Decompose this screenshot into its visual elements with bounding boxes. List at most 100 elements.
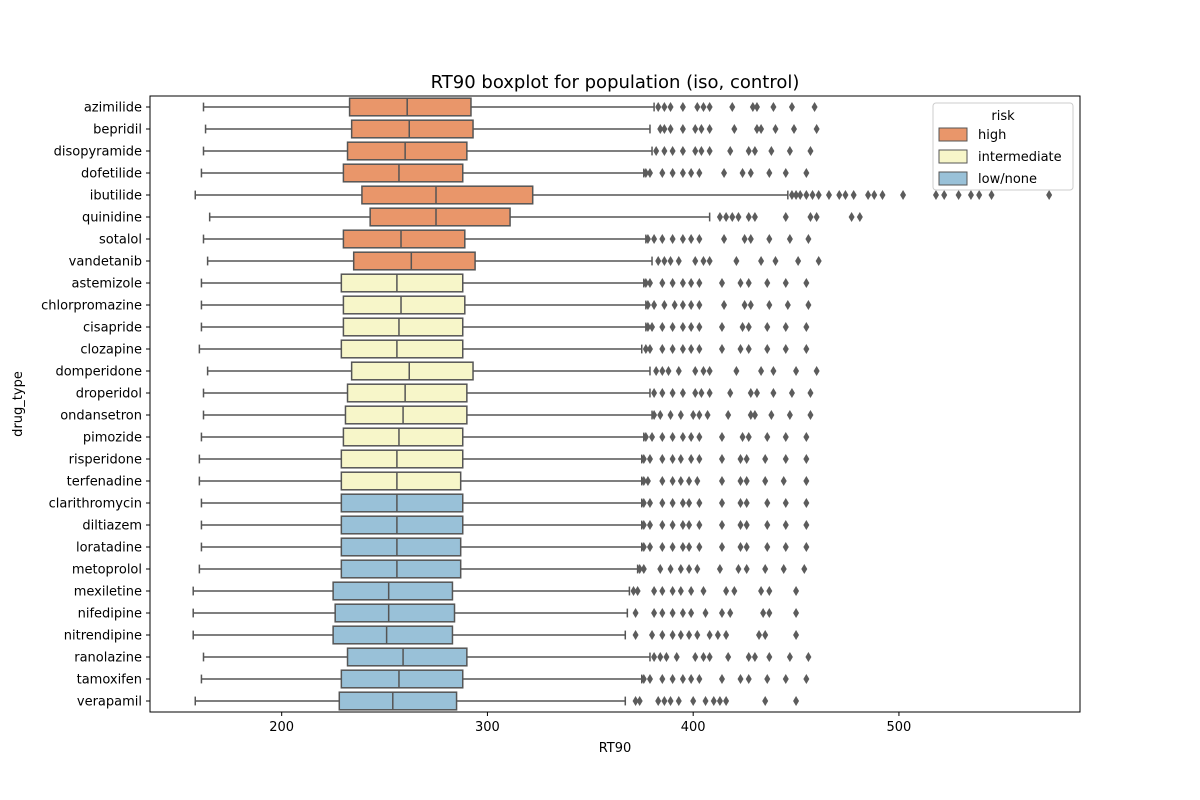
outlier-marker — [762, 696, 769, 706]
outlier-marker — [659, 586, 666, 596]
outlier-marker — [696, 520, 703, 530]
y-tick-label: metoprolol — [72, 563, 142, 578]
outlier-marker — [642, 278, 649, 288]
outlier-marker — [679, 234, 686, 244]
outlier-marker — [747, 300, 754, 310]
outlier-marker — [706, 366, 713, 376]
outlier-marker — [679, 432, 686, 442]
outlier-marker — [659, 388, 666, 398]
outlier-marker — [714, 630, 721, 640]
outlier-marker — [737, 674, 744, 684]
outlier-marker — [811, 102, 818, 112]
box-ondansetron — [344, 405, 468, 425]
legend-label-high: high — [978, 128, 1006, 143]
outlier-marker — [801, 564, 808, 574]
outlier-marker — [743, 498, 750, 508]
outlier-marker — [988, 190, 995, 200]
outlier-marker — [723, 586, 730, 596]
box-astemizole — [340, 273, 464, 293]
outlier-marker — [745, 212, 752, 222]
outlier-marker — [646, 344, 653, 354]
outlier-marker — [764, 344, 771, 354]
outlier-marker — [646, 498, 653, 508]
x-tick-label: 300 — [475, 720, 500, 735]
y-tick-label: disopyramide — [54, 145, 142, 160]
outlier-marker — [659, 322, 666, 332]
outlier-marker — [737, 520, 744, 530]
outlier-marker — [642, 432, 649, 442]
outlier-marker — [655, 102, 662, 112]
outlier-marker — [782, 520, 789, 530]
outlier-marker — [651, 388, 658, 398]
outlier-marker — [700, 652, 707, 662]
outlier-marker — [700, 102, 707, 112]
outlier-marker — [659, 234, 666, 244]
outlier-marker — [669, 454, 676, 464]
outlier-marker — [649, 432, 656, 442]
outlier-marker — [657, 410, 664, 420]
outlier-marker — [669, 674, 676, 684]
box-loratadine — [340, 537, 462, 557]
outlier-marker — [803, 674, 810, 684]
outlier-marker — [669, 520, 676, 530]
outlier-marker — [782, 542, 789, 552]
outlier-marker — [667, 256, 674, 266]
outlier-marker — [688, 278, 695, 288]
outlier-marker — [661, 300, 668, 310]
outlier-marker — [642, 344, 649, 354]
axes-frame — [149, 95, 1081, 713]
outlier-marker — [679, 388, 686, 398]
outlier-marker — [646, 278, 653, 288]
outlier-marker — [679, 542, 686, 552]
outlier-marker — [941, 190, 948, 200]
outlier-marker — [780, 564, 787, 574]
outlier-marker — [770, 388, 777, 398]
outlier-marker — [649, 322, 656, 332]
outlier-marker — [632, 608, 639, 618]
outlier-marker — [669, 608, 676, 618]
outlier-marker — [698, 388, 705, 398]
outlier-marker — [669, 630, 676, 640]
outlier-marker — [768, 410, 775, 420]
outlier-marker — [1046, 190, 1053, 200]
outlier-marker — [688, 454, 695, 464]
outlier-marker — [718, 278, 725, 288]
outlier-marker — [762, 476, 769, 486]
outlier-marker — [743, 542, 750, 552]
outlier-marker — [739, 432, 746, 442]
outlier-marker — [675, 256, 682, 266]
outlier-marker — [743, 564, 750, 574]
outlier-marker — [640, 542, 647, 552]
legend-swatch-intermediate — [938, 149, 968, 164]
outlier-marker — [688, 234, 695, 244]
outlier-marker — [696, 498, 703, 508]
outlier-marker — [795, 256, 802, 266]
outlier-marker — [696, 278, 703, 288]
outlier-marker — [700, 366, 707, 376]
outlier-marker — [766, 586, 773, 596]
outlier-marker — [739, 322, 746, 332]
outlier-marker — [718, 674, 725, 684]
outlier-marker — [679, 608, 686, 618]
outlier-marker — [659, 674, 666, 684]
y-axis-label: drug_type — [11, 371, 26, 437]
outlier-marker — [764, 322, 771, 332]
y-tick-label: ibutilide — [90, 189, 142, 204]
outlier-marker — [788, 388, 795, 398]
outlier-marker — [751, 410, 758, 420]
y-tick-label: vandetanib — [69, 255, 142, 270]
outlier-marker — [731, 586, 738, 596]
outlier-marker — [696, 542, 703, 552]
outlier-marker — [737, 542, 744, 552]
outlier-marker — [745, 278, 752, 288]
outlier-marker — [725, 410, 732, 420]
outlier-marker — [661, 256, 668, 266]
outlier-marker — [716, 696, 723, 706]
outlier-marker — [696, 300, 703, 310]
y-tick-label: tamoxifen — [77, 673, 142, 688]
outlier-marker — [803, 542, 810, 552]
outlier-marker — [651, 652, 658, 662]
box-bepridil — [350, 119, 474, 139]
outlier-marker — [813, 212, 820, 222]
y-tick-label: risperidone — [69, 453, 142, 468]
